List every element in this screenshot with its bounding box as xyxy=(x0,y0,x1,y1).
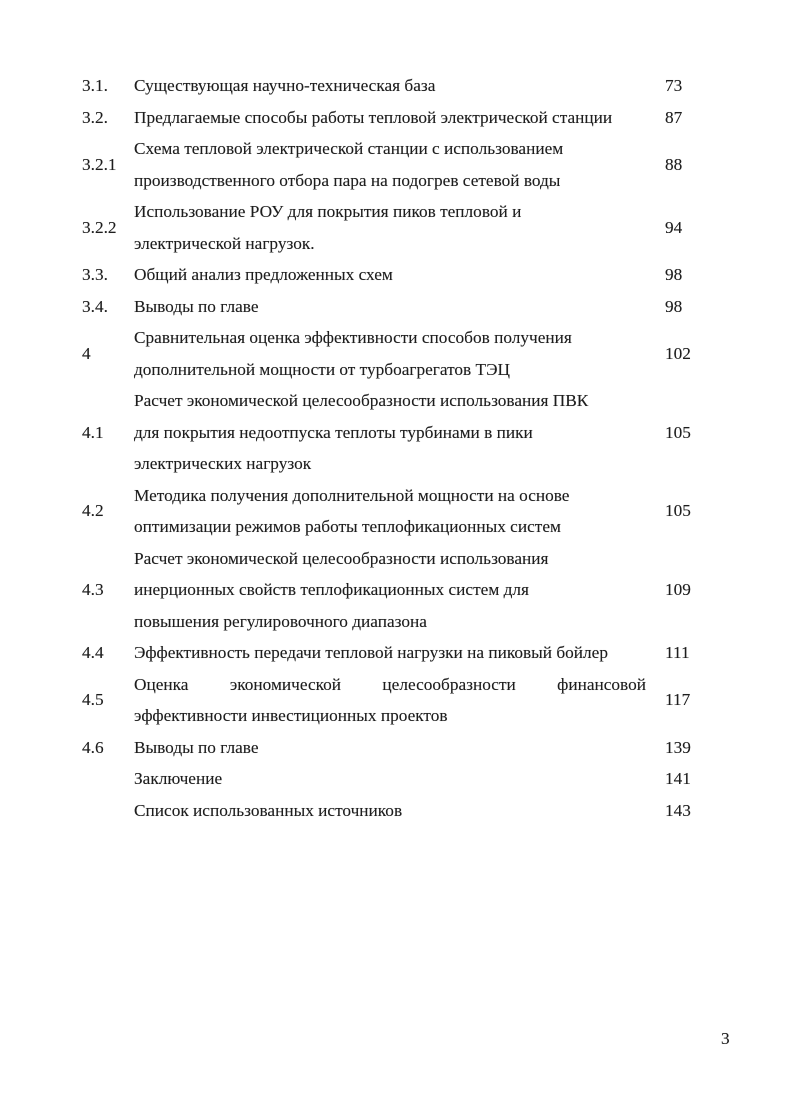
toc-section-number: 4.6 xyxy=(82,737,104,757)
toc-entry-line: для покрытия недоотпуска теплоты турбина… xyxy=(134,422,533,442)
toc-section-number: 4.3 xyxy=(82,580,104,599)
toc-page-number: 139 xyxy=(665,737,691,757)
toc-page-number: 88 xyxy=(665,154,683,174)
toc-entry-line: Использование РОУ для покрытия пиков теп… xyxy=(134,202,522,221)
toc-entry-line: дополнительной мощности от турбоагрегато… xyxy=(134,359,510,379)
toc-entry-title: Общий анализ предложенных схем xyxy=(134,259,646,291)
toc-entry-title: Выводы по главе xyxy=(134,732,646,764)
toc-entry-line: Заключение xyxy=(134,769,223,788)
toc-entry-line: оптимизации режимов работы теплофикацион… xyxy=(134,517,561,536)
toc-row: 4.5 Оценка экономической целесообразност… xyxy=(82,669,722,732)
toc-section-number: 4.1 xyxy=(82,422,104,442)
toc-page-number: 98 xyxy=(665,265,683,284)
toc-entry-title: Расчет экономической целесообразности ис… xyxy=(134,543,646,638)
toc-page-number: 98 xyxy=(665,296,683,316)
toc-entry-line: Список использованных источников xyxy=(134,800,403,820)
toc-row: 4.3 Расчет экономической целесообразност… xyxy=(82,543,722,638)
toc-row: 3.3. Общий анализ предложенных схем 98 xyxy=(82,259,722,291)
toc-entry-line: инерционных свойств теплофикационных сис… xyxy=(134,580,529,599)
toc-entry-title: Сравнительная оценка эффективности спосо… xyxy=(134,322,646,385)
toc-section-number: 3.2. xyxy=(82,107,108,127)
toc-page-number: 117 xyxy=(665,690,691,710)
toc-page-number: 105 xyxy=(665,501,691,521)
toc-section-number: 4.5 xyxy=(82,690,104,710)
toc-entry-line: электрических нагрузок xyxy=(134,454,312,473)
toc-page-number: 111 xyxy=(665,643,690,662)
toc-page-number: 105 xyxy=(665,422,691,442)
toc-entry-line: Схема тепловой электрической станции с и… xyxy=(134,139,564,158)
toc-entry-line: повышения регулировочного диапазона xyxy=(134,611,427,631)
toc-row: Заключение 141 xyxy=(82,763,722,795)
toc-row: 3.2.1 Схема тепловой электрической станц… xyxy=(82,133,722,196)
toc-entry-title: Выводы по главе xyxy=(134,291,646,323)
toc-section-number: 4 xyxy=(82,343,91,363)
toc-entry-title: Схема тепловой электрической станции с и… xyxy=(134,133,646,196)
toc-entry-line: Оценка экономической целесообразности фи… xyxy=(134,674,646,694)
toc-page-number: 141 xyxy=(665,769,691,788)
toc-row: 4.2 Методика получения дополнительной мо… xyxy=(82,480,722,543)
toc-page-number: 73 xyxy=(665,76,683,95)
toc-entry-line: Выводы по главе xyxy=(134,737,259,757)
toc-section-number: 3.3. xyxy=(82,265,108,284)
toc-row: 4.4 Эффективность передачи тепловой нагр… xyxy=(82,637,722,669)
toc-row: 3.2.2 Использование РОУ для покрытия пик… xyxy=(82,196,722,259)
toc-page-number: 109 xyxy=(665,580,691,599)
toc-entry-line: Эффективность передачи тепловой нагрузки… xyxy=(134,643,608,662)
page-number: 3 xyxy=(721,1029,730,1048)
toc-entry-line: Общий анализ предложенных схем xyxy=(134,265,393,284)
toc-row: Список использованных источников 143 xyxy=(82,795,722,827)
toc-entry-title: Список использованных источников xyxy=(134,795,646,827)
toc-entry-title: Заключение xyxy=(134,763,646,795)
toc-entry-title: Использование РОУ для покрытия пиков теп… xyxy=(134,196,646,259)
toc-entry-title: Существующая научно-техническая база xyxy=(134,70,646,102)
toc-entry-line: Существующая научно-техническая база xyxy=(134,76,436,95)
toc-entry-title: Предлагаемые способы работы тепловой эле… xyxy=(134,102,646,134)
toc-entry-line: Методика получения дополнительной мощнос… xyxy=(134,485,570,505)
toc-entry-line: Сравнительная оценка эффективности спосо… xyxy=(134,328,572,347)
toc-entry-title: Оценка экономической целесообразности фи… xyxy=(134,669,646,732)
toc-entry-title: Расчет экономической целесообразности ис… xyxy=(134,385,646,480)
toc-entry-line: Расчет экономической целесообразности ис… xyxy=(134,548,549,568)
toc-entry-line: Выводы по главе xyxy=(134,296,259,316)
toc-page-number: 87 xyxy=(665,107,683,127)
toc-entry-title: Эффективность передачи тепловой нагрузки… xyxy=(134,637,646,669)
toc-section-number: 3.2.1 xyxy=(82,154,117,174)
toc-entry-line: электрической нагрузок. xyxy=(134,233,315,253)
toc-section-number: 3.2.2 xyxy=(82,217,117,237)
toc-row: 3.1. Существующая научно-техническая баз… xyxy=(82,70,722,102)
toc-entry-line: производственного отбора пара на подогре… xyxy=(134,170,561,190)
toc-row: 3.4. Выводы по главе 98 xyxy=(82,291,722,323)
toc-entry-title: Методика получения дополнительной мощнос… xyxy=(134,480,646,543)
toc-entry-line: Предлагаемые способы работы тепловой эле… xyxy=(134,107,613,127)
toc-section-number: 3.4. xyxy=(82,296,108,316)
toc-row: 4.1 Расчет экономической целесообразност… xyxy=(82,385,722,480)
toc-row: 4 Сравнительная оценка эффективности спо… xyxy=(82,322,722,385)
toc-entry-line: Расчет экономической целесообразности ис… xyxy=(134,391,589,410)
table-of-contents: 3.1. Существующая научно-техническая баз… xyxy=(82,70,722,826)
toc-section-number: 4.4 xyxy=(82,643,104,662)
toc-page-number: 102 xyxy=(665,343,691,363)
toc-page-number: 143 xyxy=(665,800,691,820)
toc-page-number: 94 xyxy=(665,217,683,237)
toc-row: 3.2. Предлагаемые способы работы теплово… xyxy=(82,102,722,134)
toc-section-number: 3.1. xyxy=(82,76,108,95)
toc-entry-line: эффективности инвестиционных проектов xyxy=(134,706,448,725)
toc-row: 4.6 Выводы по главе 139 xyxy=(82,732,722,764)
toc-section-number: 4.2 xyxy=(82,501,104,521)
